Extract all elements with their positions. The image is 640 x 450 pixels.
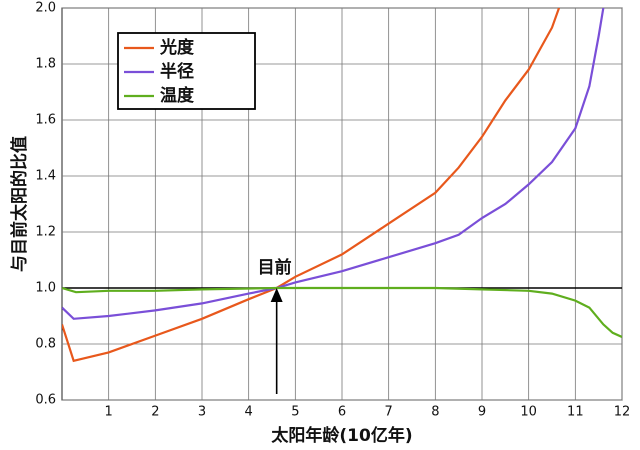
y-tick-label: 0.8	[35, 337, 56, 352]
y-axis-label: 与目前太阳的比值	[9, 136, 30, 272]
series-group	[62, 8, 622, 363]
y-tick-label: 1.6	[35, 113, 56, 128]
y-tick-label: 1.0	[35, 281, 56, 296]
x-tick-label: 5	[291, 405, 299, 420]
x-tick-label: 11	[567, 405, 584, 420]
x-tick-label: 7	[385, 405, 393, 420]
y-tick-label: 1.2	[35, 225, 56, 240]
x-tick-label: 2	[151, 405, 159, 420]
legend-label: 光度	[159, 37, 195, 58]
annotation-arrowhead	[270, 288, 283, 302]
series-line	[62, 8, 561, 363]
x-tick-label: 6	[338, 405, 346, 420]
x-tick-label: 1	[105, 405, 113, 420]
legend-label: 温度	[160, 85, 195, 106]
series-line	[62, 8, 605, 320]
x-axis-label: 太阳年龄(10亿年)	[271, 425, 412, 446]
annotation-text: 目前	[258, 257, 292, 278]
x-tick-label: 10	[520, 405, 537, 420]
x-tick-label: 4	[245, 405, 253, 420]
y-tick-label: 2.0	[35, 1, 56, 16]
x-tick-label: 3	[198, 405, 206, 420]
x-tick-label: 12	[614, 405, 631, 420]
x-tick-label: 9	[478, 405, 486, 420]
y-tick-label: 0.6	[35, 393, 56, 408]
x-tick-label: 8	[431, 405, 439, 420]
y-tick-label: 1.8	[35, 57, 56, 72]
series-line	[62, 286, 622, 339]
y-tick-label: 1.4	[35, 169, 56, 184]
legend-label: 半径	[160, 61, 194, 82]
